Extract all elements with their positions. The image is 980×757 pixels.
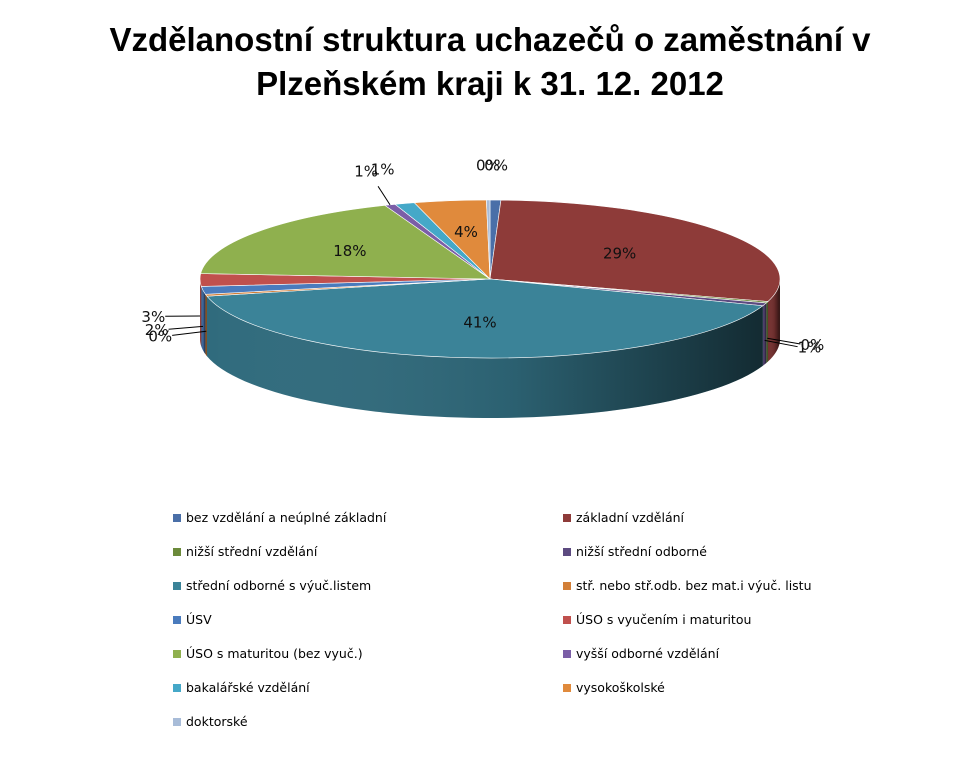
- legend-label: nižší střední vzdělání: [186, 544, 318, 559]
- pie-slice-side-shade: [206, 296, 763, 418]
- legend-item: základní vzdělání: [563, 510, 684, 526]
- legend-item: stř. nebo stř.odb. bez mat.i výuč. listu: [563, 578, 812, 594]
- legend-swatch: [173, 684, 181, 692]
- legend-label: základní vzdělání: [576, 510, 685, 525]
- leader-line: [168, 325, 204, 330]
- pie-data-label: 0%: [800, 336, 824, 354]
- legend-item: vysokoškolské: [563, 680, 665, 696]
- pie-slice: [206, 278, 764, 359]
- legend-swatch: [563, 650, 571, 658]
- legend-label: bez vzdělání a neúplné základní: [186, 510, 387, 525]
- legend-item: ÚSO s vyučením i maturitou: [563, 612, 751, 628]
- chart-title: Vzdělanostní struktura uchazečů o zaměst…: [0, 18, 980, 106]
- leader-line: [377, 186, 391, 206]
- legend-item: doktorské: [173, 714, 248, 730]
- legend-label: ÚSO s vyučením i maturitou: [576, 612, 752, 627]
- legend-swatch: [563, 616, 571, 624]
- legend-label: bakalářské vzdělání: [186, 680, 310, 695]
- pie-slice-side-shade: [766, 301, 768, 363]
- legend-swatch: [563, 582, 571, 590]
- leader-line: [767, 337, 801, 345]
- pie-data-label: 0%: [148, 327, 172, 345]
- legend-swatch: [173, 616, 181, 624]
- pie-data-label: 41%: [463, 313, 496, 331]
- legend-item: ÚSV: [173, 612, 212, 628]
- pie-chart: 0%29%0%1%41%0%2%3%18%1%1%4%0%: [141, 156, 824, 418]
- chart-title-line-2: Plzeňském kraji k 31. 12. 2012: [256, 65, 724, 102]
- leader-line: [172, 330, 207, 336]
- pie-data-label: 4%: [454, 223, 478, 241]
- legend-item: bez vzdělání a neúplné základní: [173, 510, 386, 526]
- pie-slice-side-shade: [762, 302, 767, 366]
- pie-top: [199, 199, 781, 359]
- legend-label: vysokoškolské: [576, 680, 665, 695]
- legend-swatch: [173, 718, 181, 726]
- legend-item: střední odborné s výuč.listem: [173, 578, 371, 594]
- pie-data-label: 1%: [371, 161, 395, 179]
- legend-item: nižší střední vzdělání: [173, 544, 317, 560]
- legend-swatch: [173, 548, 181, 556]
- legend-swatch: [563, 684, 571, 692]
- pie-slice: [200, 205, 491, 280]
- legend-label: stř. nebo stř.odb. bez mat.i výuč. listu: [576, 578, 812, 593]
- pie-slice-side-shade: [201, 286, 206, 355]
- pie-labels: 0%29%0%1%41%0%2%3%18%1%1%4%0%: [141, 156, 824, 356]
- pie-data-label: 1%: [354, 162, 378, 180]
- legend-swatch: [563, 514, 571, 522]
- legend-item: nižší střední odborné: [563, 544, 707, 560]
- legend-label: ÚSO s maturitou (bez vyuč.): [186, 646, 363, 661]
- pie-slice-side-shade: [205, 294, 207, 357]
- legend-swatch: [173, 582, 181, 590]
- legend-label: střední odborné s výuč.listem: [186, 578, 372, 593]
- pie-data-label: 3%: [141, 308, 165, 326]
- legend-label: nižší střední odborné: [576, 544, 707, 559]
- legend-label: ÚSV: [186, 612, 212, 627]
- legend-item: bakalářské vzdělání: [173, 680, 310, 696]
- legend-item: ÚSO s maturitou (bez vyuč.): [173, 646, 363, 662]
- pie-slice: [486, 199, 491, 280]
- legend-label: vyšší odborné vzdělání: [576, 646, 720, 661]
- pie-slice-side-shade: [200, 279, 202, 347]
- pie-data-label: 0%: [484, 156, 508, 174]
- leader-line: [764, 339, 798, 348]
- legend-label: doktorské: [186, 714, 248, 729]
- legend-swatch: [563, 548, 571, 556]
- chart-title-line-1: Vzdělanostní struktura uchazečů o zaměst…: [109, 21, 871, 58]
- pie-data-label: 29%: [603, 245, 636, 263]
- legend-swatch: [173, 650, 181, 658]
- pie-sides: [200, 279, 780, 418]
- pie-data-label: 0%: [476, 156, 500, 174]
- pie-slice: [489, 199, 781, 302]
- pie-data-label: 2%: [145, 321, 169, 339]
- pie-data-label: 1%: [798, 339, 822, 357]
- pie-data-label: 18%: [333, 242, 366, 260]
- legend-item: vyšší odborné vzdělání: [563, 646, 719, 662]
- legend-swatch: [173, 514, 181, 522]
